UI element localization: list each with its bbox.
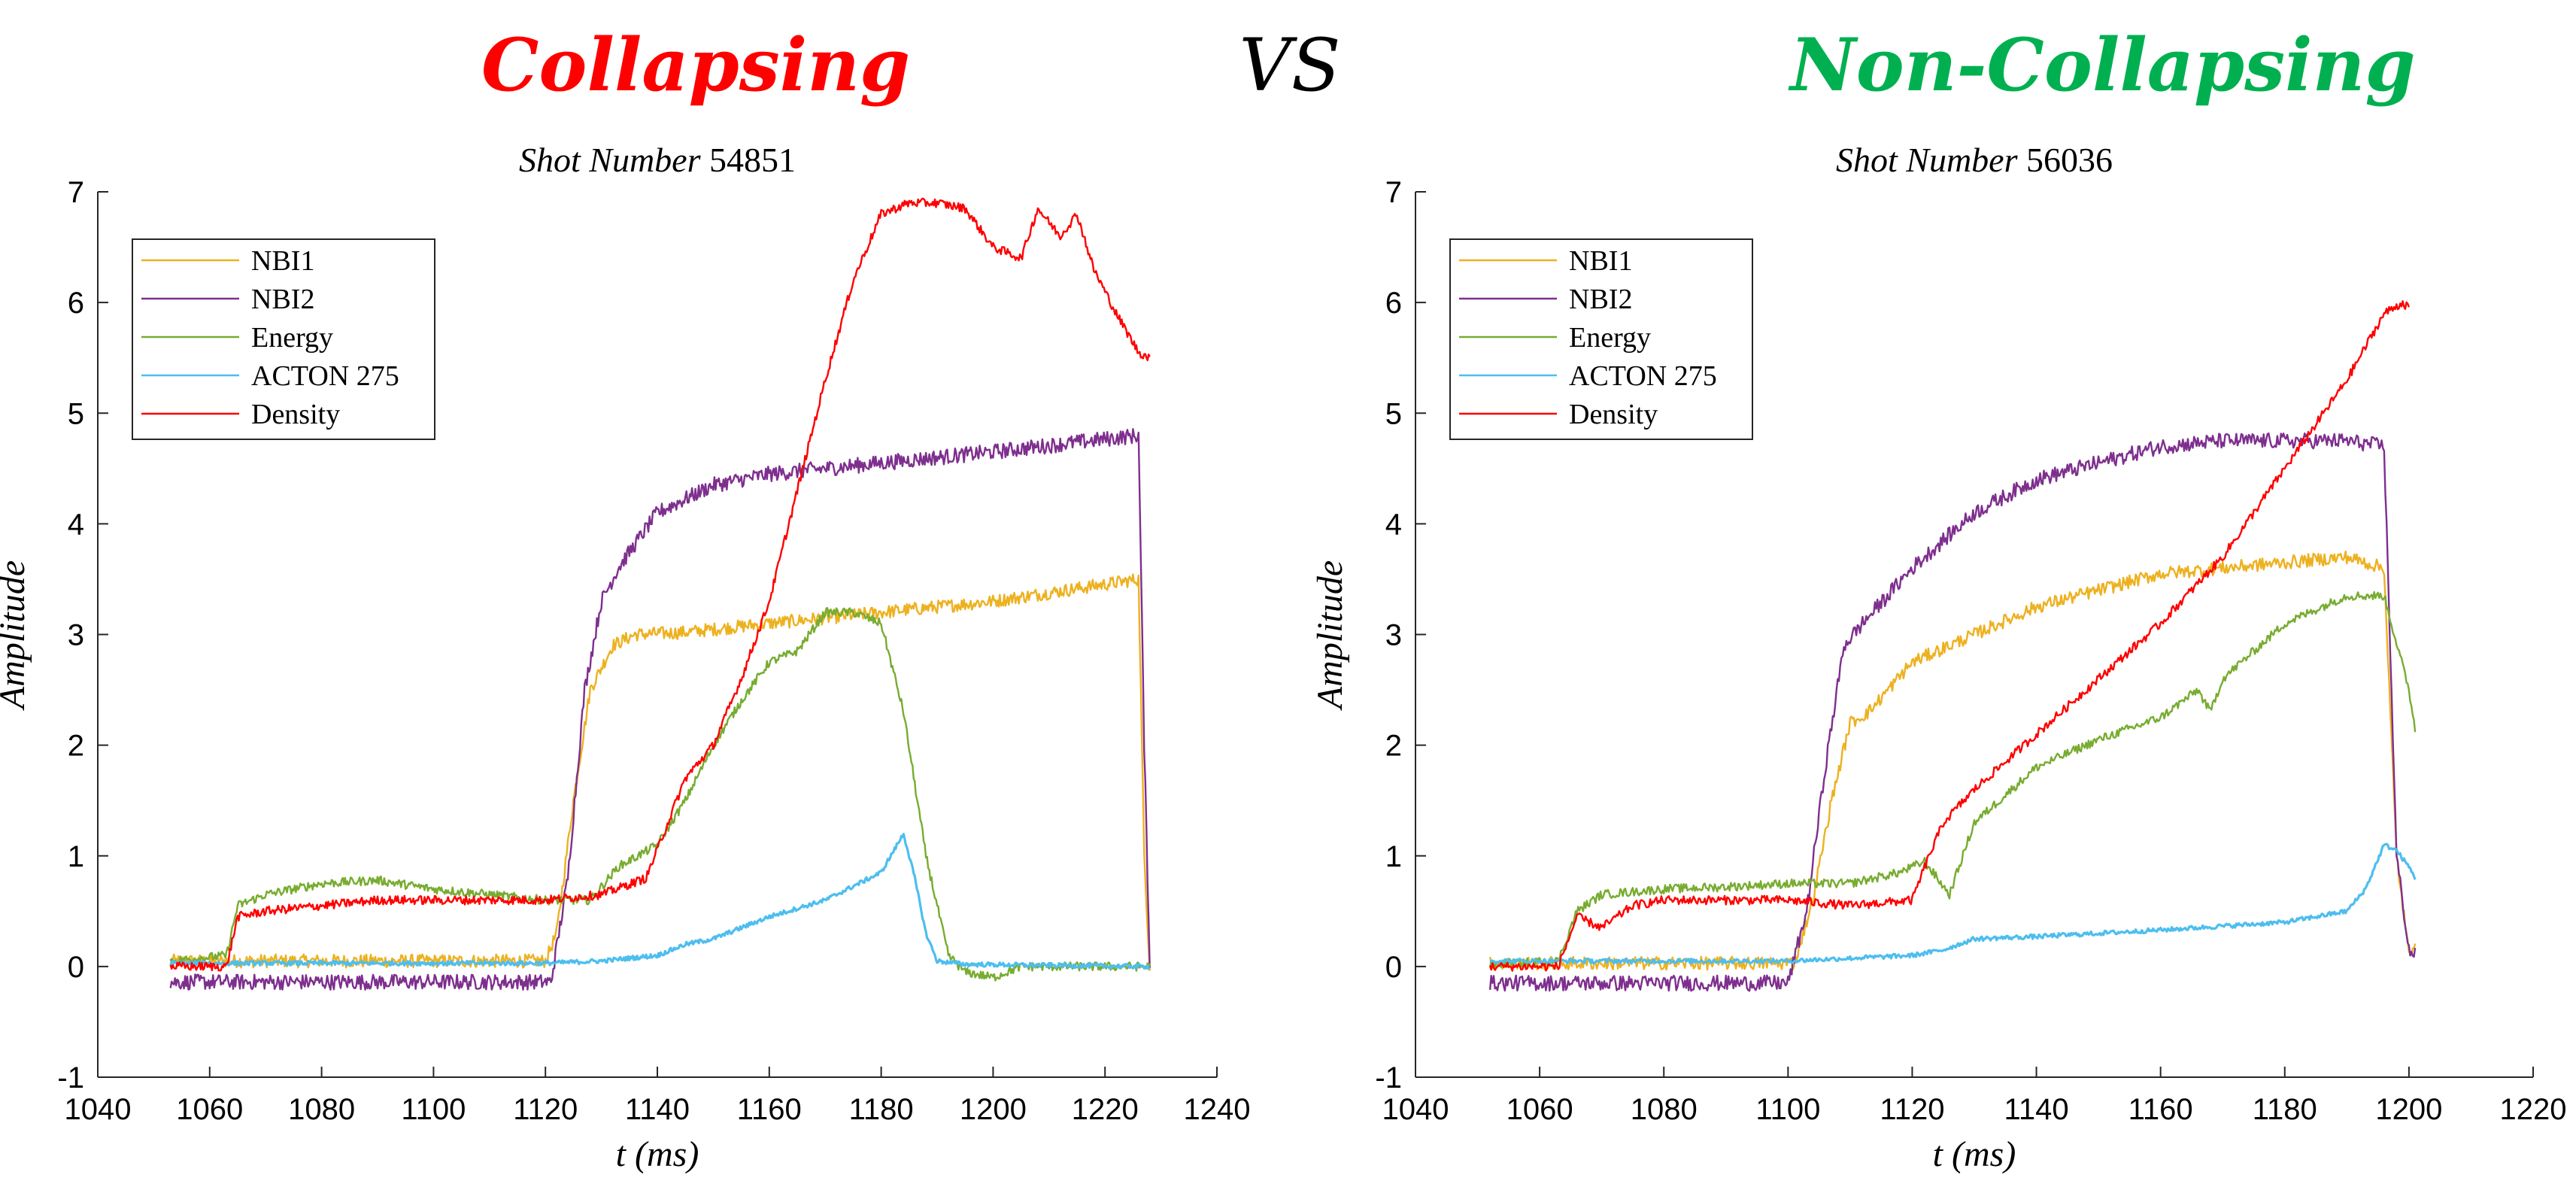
vs-header: VS (1239, 23, 1341, 108)
y-tick-label: 0 (68, 951, 84, 984)
y-tick-label: 4 (1385, 508, 1402, 541)
x-tick-label: 1160 (2128, 1093, 2193, 1126)
x-axis-title: t (ms) (616, 1134, 699, 1174)
chart-title-number: 56036 (2026, 141, 2113, 179)
y-axis-title: Amplitude (0, 560, 32, 711)
chart-title-label: Shot Number (1836, 141, 2026, 179)
series-line-energy (1488, 590, 2417, 969)
chart-title: Shot Number 56036 (1836, 141, 2113, 179)
legend-label: Energy (251, 322, 333, 354)
y-tick-label: 7 (1385, 176, 1402, 209)
series-line-energy (169, 607, 1151, 982)
y-tick-label: 1 (68, 840, 84, 873)
series-line-nbi2 (1488, 432, 2417, 992)
x-tick-label: 1140 (2004, 1093, 2069, 1126)
x-axis-title-var: t (616, 1134, 635, 1174)
y-tick-label: 3 (68, 619, 84, 652)
series-line-acton-275 (1489, 842, 2417, 965)
x-tick-label: 1140 (625, 1093, 690, 1126)
chart-title: Shot Number 54851 (519, 141, 796, 179)
x-tick-label: 1200 (960, 1093, 1027, 1126)
x-axis-title-var: t (1933, 1134, 1952, 1174)
x-tick-label: 1120 (513, 1093, 578, 1126)
legend-label: NBI2 (1569, 284, 1632, 315)
y-tick-label: 4 (68, 508, 84, 541)
legend-label: NBI1 (1569, 245, 1632, 277)
y-tick-label: 7 (68, 176, 84, 209)
series-line-acton-275 (169, 833, 1151, 970)
x-axis-title-unit: (ms) (1952, 1134, 2016, 1174)
y-tick-label: 6 (1385, 287, 1402, 320)
y-tick-label: -1 (1375, 1061, 1402, 1094)
x-tick-label: 1040 (65, 1093, 132, 1126)
x-tick-label: 1100 (401, 1093, 466, 1126)
x-axis-title: t (ms) (1933, 1134, 2016, 1174)
legend-box (1449, 238, 1753, 440)
series-line-density (1488, 300, 2411, 972)
x-tick-label: 1060 (176, 1093, 243, 1126)
y-tick-label: -1 (57, 1061, 84, 1094)
chart-shot-56036: 1040 1060 1080 1100 1120 1140 1160 1180 1200 1220… (1310, 141, 2566, 1174)
x-tick-label: 1160 (737, 1093, 802, 1126)
y-tick-label: 0 (1385, 951, 1402, 984)
chart-title-label: Shot Number (519, 141, 709, 179)
y-axis-title: Amplitude (1310, 560, 1350, 711)
x-tick-label: 1120 (1880, 1093, 1944, 1126)
x-tick-label: 1220 (1072, 1093, 1139, 1126)
x-axis-title-unit: (ms) (635, 1134, 699, 1174)
series-line-nbi2 (169, 428, 1151, 991)
y-tick-label: 2 (1385, 730, 1402, 763)
x-tick-label: 1100 (1755, 1093, 1820, 1126)
chart-shot-54851: 1040 1060 1080 1100 1120 1140 1160 1180 1200 1220… (0, 141, 1250, 1174)
x-tick-label: 1180 (849, 1093, 914, 1126)
series-line-nbi1 (169, 573, 1151, 971)
y-tick-label: 5 (1385, 397, 1402, 430)
legend-label: Density (1569, 399, 1658, 430)
x-tick-label: 1060 (1506, 1093, 1573, 1126)
series-line-nbi1 (1488, 550, 2417, 971)
y-tick-label: 1 (1385, 840, 1402, 873)
legend-label: Energy (1569, 322, 1651, 354)
y-tick-label: 5 (68, 397, 84, 430)
legend-label: ACTON 275 (251, 360, 399, 392)
y-tick-label: 2 (68, 730, 84, 763)
x-tick-label: 1180 (2253, 1093, 2317, 1126)
legend-label: ACTON 275 (1569, 360, 1717, 392)
series-line-density (169, 197, 1151, 972)
legend-label: NBI2 (251, 284, 314, 315)
x-tick-label: 1080 (1631, 1093, 1698, 1126)
legend-box (132, 238, 435, 440)
x-tick-label: 1080 (288, 1093, 355, 1126)
x-tick-label: 1200 (2375, 1093, 2442, 1126)
chart-title-number: 54851 (709, 141, 796, 179)
y-tick-label: 3 (1385, 619, 1402, 652)
legend-label: NBI1 (251, 245, 314, 277)
x-tick-label: 1240 (1184, 1093, 1251, 1126)
legend-label: Density (251, 399, 340, 430)
x-tick-label: 1040 (1382, 1093, 1449, 1126)
y-tick-label: 6 (68, 287, 84, 320)
x-tick-label: 1220 (2500, 1093, 2567, 1126)
